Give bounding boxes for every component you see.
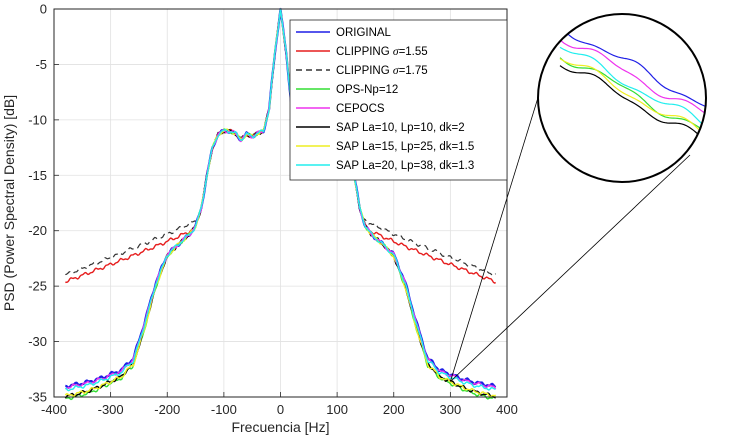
y-tick-label: -5 (35, 57, 47, 72)
legend-entry: CEPOCS (336, 103, 385, 115)
legend-entry: ORIGINAL (336, 27, 392, 39)
x-tick-label: -200 (154, 402, 180, 417)
y-tick-label: -20 (28, 223, 47, 238)
zoom-series-line (559, 39, 706, 125)
legend-entry: OPS-Np=12 (336, 84, 398, 96)
x-axis-label: Frecuencia [Hz] (231, 419, 329, 435)
zoom-series-line (559, 58, 706, 148)
zoom-connector-line (449, 61, 550, 382)
legend: ORIGINAL CLIPPING σ=1.55 CLIPPING σ=1.75 OP… (289, 19, 508, 181)
x-tick-labels: -400 -300 -200 -100 0 100 200 300 400 (41, 402, 518, 417)
zoom-connector-line (450, 154, 691, 382)
x-tick-label: -400 (41, 402, 67, 417)
x-tick-label: -300 (98, 402, 124, 417)
legend-entry: SAP La=10, Lp=10, dk=2 (336, 122, 465, 134)
y-tick-label: -30 (28, 334, 47, 349)
y-tick-label: -25 (28, 279, 47, 294)
axis-ticks (53, 8, 508, 398)
x-tick-label: 300 (440, 402, 462, 417)
y-tick-label: 0 (40, 2, 47, 17)
y-tick-label: -35 (28, 390, 47, 405)
zoom-series-line (559, 46, 706, 139)
x-tick-label: 0 (277, 402, 284, 417)
zoom-circle-background (538, 14, 706, 182)
legend-entry: CLIPPING σ=1.55 (336, 46, 428, 58)
x-tick-label: 100 (326, 402, 348, 417)
legend-entry: CLIPPING σ=1.75 (336, 65, 428, 77)
zoom-series-line (559, 57, 706, 142)
x-tick-label: 400 (496, 402, 518, 417)
legend-box (289, 19, 508, 181)
zoom-circle (537, 13, 707, 183)
legend-entry: SAP La=15, Lp=25, dk=1.5 (336, 141, 474, 153)
y-tick-label: -10 (28, 112, 47, 127)
zoom-series-line (559, 25, 706, 111)
y-tick-label: -15 (28, 168, 47, 183)
x-tick-label: 200 (383, 402, 405, 417)
legend-entry: SAP La=20, Lp=38, dk=1.3 (336, 160, 474, 172)
x-tick-label: -100 (211, 402, 237, 417)
zoom-inset (449, 13, 707, 382)
y-tick-labels: 0 -5 -10 -15 -20 -25 -30 -35 (28, 2, 47, 405)
y-axis-label: PSD (Power Spectral Density) [dB] (1, 95, 17, 311)
